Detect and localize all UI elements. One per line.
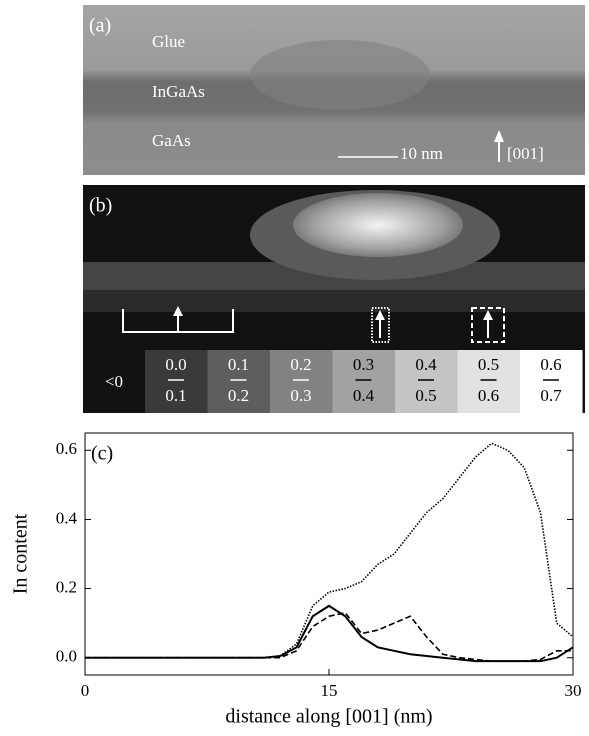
map-dot: [293, 193, 463, 257]
legend-upper: 0.2: [228, 386, 249, 405]
dot-contrast: [250, 40, 430, 110]
y-tick-label: 0.6: [56, 439, 77, 458]
series-line: [85, 613, 573, 661]
legend-lower: 0.5: [478, 355, 499, 374]
map-band: [83, 290, 585, 312]
legend-lower: 0.0: [165, 355, 186, 374]
x-axis-label: distance along [001] (nm): [225, 706, 432, 728]
y-tick-label: 0.0: [56, 647, 77, 666]
x-tick-label: 0: [81, 681, 90, 700]
legend-upper: 0.4: [353, 386, 375, 405]
panel-a: (a) Glue InGaAs GaAs 10 nm [001]: [83, 5, 585, 175]
layer-label: InGaAs: [152, 82, 205, 101]
legend: 0.0 0.1 0.1 0.2 0.2 0.3 0.3 0.4 0.4 0.5 0.5 0.6 0.6 0…: [145, 350, 583, 413]
page: (a) Glue InGaAs GaAs 10 nm [001] (b) <0 …: [0, 0, 589, 736]
legend-lower: 0.1: [228, 355, 249, 374]
panel-b: (b) <0 0.0 0.1 0.1 0.2 0.2 0.3 0.3 0.4 0.4 0.5 0.5…: [83, 185, 585, 413]
panel-c: (c) distance along [001] (nm) In content…: [10, 433, 582, 728]
panel-label: (c): [91, 443, 113, 465]
layer-label: Glue: [152, 32, 185, 51]
legend-lower: 0.3: [353, 355, 374, 374]
layer-label: GaAs: [152, 131, 191, 150]
scale-label: 10 nm: [400, 144, 443, 163]
direction-label: [001]: [507, 144, 544, 163]
x-tick-label: 30: [565, 681, 582, 700]
y-tick-label: 0.2: [56, 577, 77, 596]
y-axis-label: In content: [10, 513, 32, 594]
legend-upper: 0.3: [290, 386, 311, 405]
legend-label: <0: [105, 372, 123, 391]
plot-frame: [85, 433, 573, 675]
panel-label: (b): [89, 195, 112, 217]
legend-lower: 0.2: [290, 355, 311, 374]
series-line: [85, 443, 573, 657]
legend-upper: 0.6: [478, 386, 499, 405]
legend-lower: 0.4: [415, 355, 437, 374]
y-tick-label: 0.4: [56, 508, 78, 527]
panel-label: (a): [89, 15, 111, 37]
figure: (a) Glue InGaAs GaAs 10 nm [001] (b) <0 …: [0, 0, 589, 736]
legend-upper: 0.5: [415, 386, 436, 405]
series-line: [85, 606, 573, 661]
legend-lower: 0.6: [540, 355, 561, 374]
legend-upper: 0.7: [540, 386, 562, 405]
legend-upper: 0.1: [165, 386, 186, 405]
x-tick-label: 15: [321, 681, 338, 700]
